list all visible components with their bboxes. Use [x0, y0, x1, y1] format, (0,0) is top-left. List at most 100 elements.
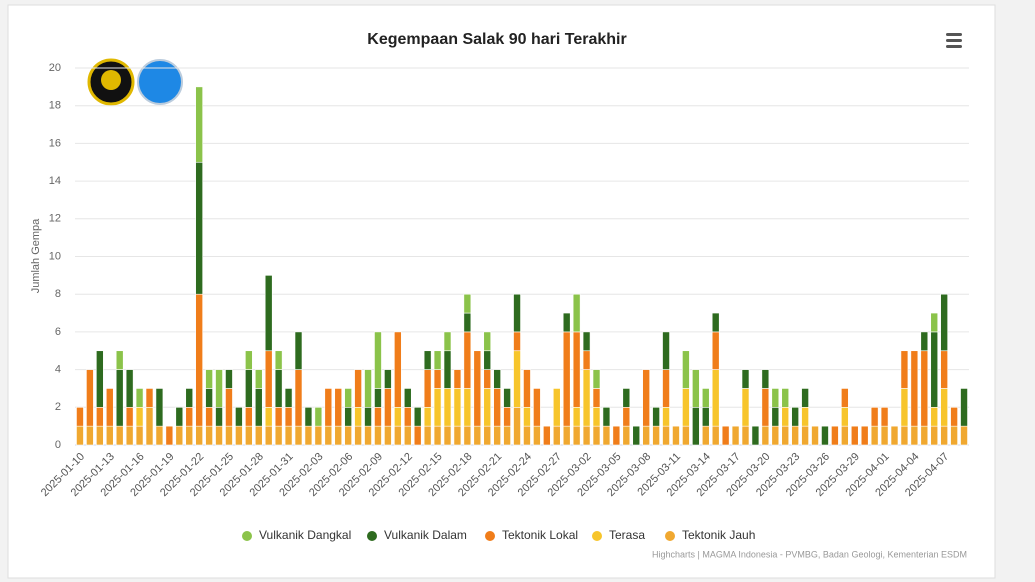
bar-segment	[652, 406, 660, 427]
bar-segment	[662, 425, 670, 446]
bar-segment	[245, 350, 253, 370]
bar-segment	[821, 425, 829, 446]
bar-segment	[523, 406, 531, 427]
bar-segment	[433, 388, 442, 427]
bar-segment	[453, 369, 462, 389]
bar-segment	[175, 406, 184, 427]
bar-segment	[195, 293, 203, 427]
legend-label: Vulkanik Dalam	[384, 528, 467, 542]
bar-segment	[652, 425, 660, 446]
bar-segment	[314, 406, 323, 427]
bar-segment	[711, 425, 720, 446]
bar-segment	[801, 388, 809, 408]
bar-segment	[96, 406, 104, 427]
bar-segment	[682, 350, 690, 389]
bar-segment	[503, 388, 511, 408]
bar-segment	[483, 388, 492, 427]
bar-segment	[463, 331, 472, 389]
menu-bar	[946, 45, 962, 48]
bar-segment	[940, 293, 948, 352]
bar-segment	[741, 369, 750, 389]
bar-segment	[364, 369, 372, 408]
bar-segment	[701, 388, 710, 408]
bar-segment	[513, 406, 521, 446]
bar-segment	[910, 350, 919, 427]
legend-label: Terasa	[609, 528, 645, 542]
bar-segment	[115, 369, 124, 427]
bar-segment	[900, 388, 909, 427]
y-tick-label: 6	[55, 326, 61, 338]
bar-segment	[195, 161, 203, 295]
bar-segment	[205, 388, 213, 408]
bar-segment	[96, 425, 104, 446]
bar-segment	[304, 425, 313, 446]
menu-bar	[946, 33, 962, 36]
bar-segment	[602, 425, 611, 446]
bar-segment	[384, 388, 392, 427]
bar-segment	[523, 369, 531, 408]
bar-segment	[880, 425, 889, 446]
bar-segment	[741, 425, 750, 446]
bar-segment	[662, 406, 670, 427]
bar-segment	[274, 369, 283, 408]
bar-segment	[254, 369, 263, 389]
bar-segment	[433, 369, 442, 389]
bar-segment	[344, 388, 352, 408]
bar-segment	[860, 425, 869, 446]
bar-segment	[344, 425, 352, 446]
bar-segment	[473, 350, 482, 427]
bar-segment	[463, 312, 472, 333]
bar-segment	[791, 406, 799, 427]
bar-segment	[413, 406, 422, 427]
bar-segment	[384, 369, 392, 389]
bar-segment	[254, 425, 263, 446]
bar-segment	[692, 406, 700, 446]
bar-segment	[354, 425, 362, 446]
bar-segment	[751, 425, 760, 446]
bar-segment	[781, 388, 790, 408]
bar-segment	[453, 388, 462, 427]
bar-segment	[354, 369, 362, 408]
bar-segment	[433, 425, 442, 446]
bar-segment	[503, 406, 511, 427]
bar-segment	[125, 406, 134, 427]
bar-segment	[264, 406, 273, 427]
bar-segment	[930, 425, 939, 446]
bar-segment	[572, 293, 581, 333]
bar-segment	[930, 312, 939, 333]
legend-label: Vulkanik Dangkal	[259, 528, 351, 542]
bar-segment	[175, 425, 184, 446]
legend-label: Tektonik Lokal	[502, 528, 578, 542]
bar-segment	[423, 406, 432, 427]
bar-segment	[582, 350, 591, 370]
bar-segment	[294, 425, 303, 446]
y-tick-label: 12	[49, 213, 61, 225]
menu-button[interactable]	[946, 33, 962, 48]
bar-segment	[225, 388, 233, 427]
bar-segment	[76, 425, 84, 446]
bar-segment	[294, 331, 303, 370]
bar-segment	[245, 425, 253, 446]
bar-segment	[443, 350, 452, 389]
bar-segment	[582, 369, 591, 427]
bar-segment	[721, 425, 730, 446]
bar-segment	[841, 425, 849, 446]
menu-bar	[946, 39, 962, 42]
bar-segment	[403, 425, 412, 446]
bar-segment	[304, 406, 313, 427]
bar-segment	[155, 388, 164, 427]
bar-segment	[284, 406, 293, 427]
legend-marker	[242, 531, 252, 541]
bar-segment	[513, 293, 521, 333]
bar-segment	[185, 406, 194, 427]
bar-segment	[920, 350, 929, 427]
bar-segment	[741, 388, 750, 427]
bar-segment	[374, 425, 382, 446]
bar-segment	[86, 369, 94, 427]
bar-segment	[930, 406, 939, 427]
bar-segment	[125, 425, 134, 446]
bar-segment	[533, 388, 541, 427]
bar-segment	[264, 350, 273, 408]
bar-segment	[115, 425, 124, 446]
credits: Highcharts | MAGMA Indonesia - PVMBG, Ba…	[652, 549, 967, 559]
